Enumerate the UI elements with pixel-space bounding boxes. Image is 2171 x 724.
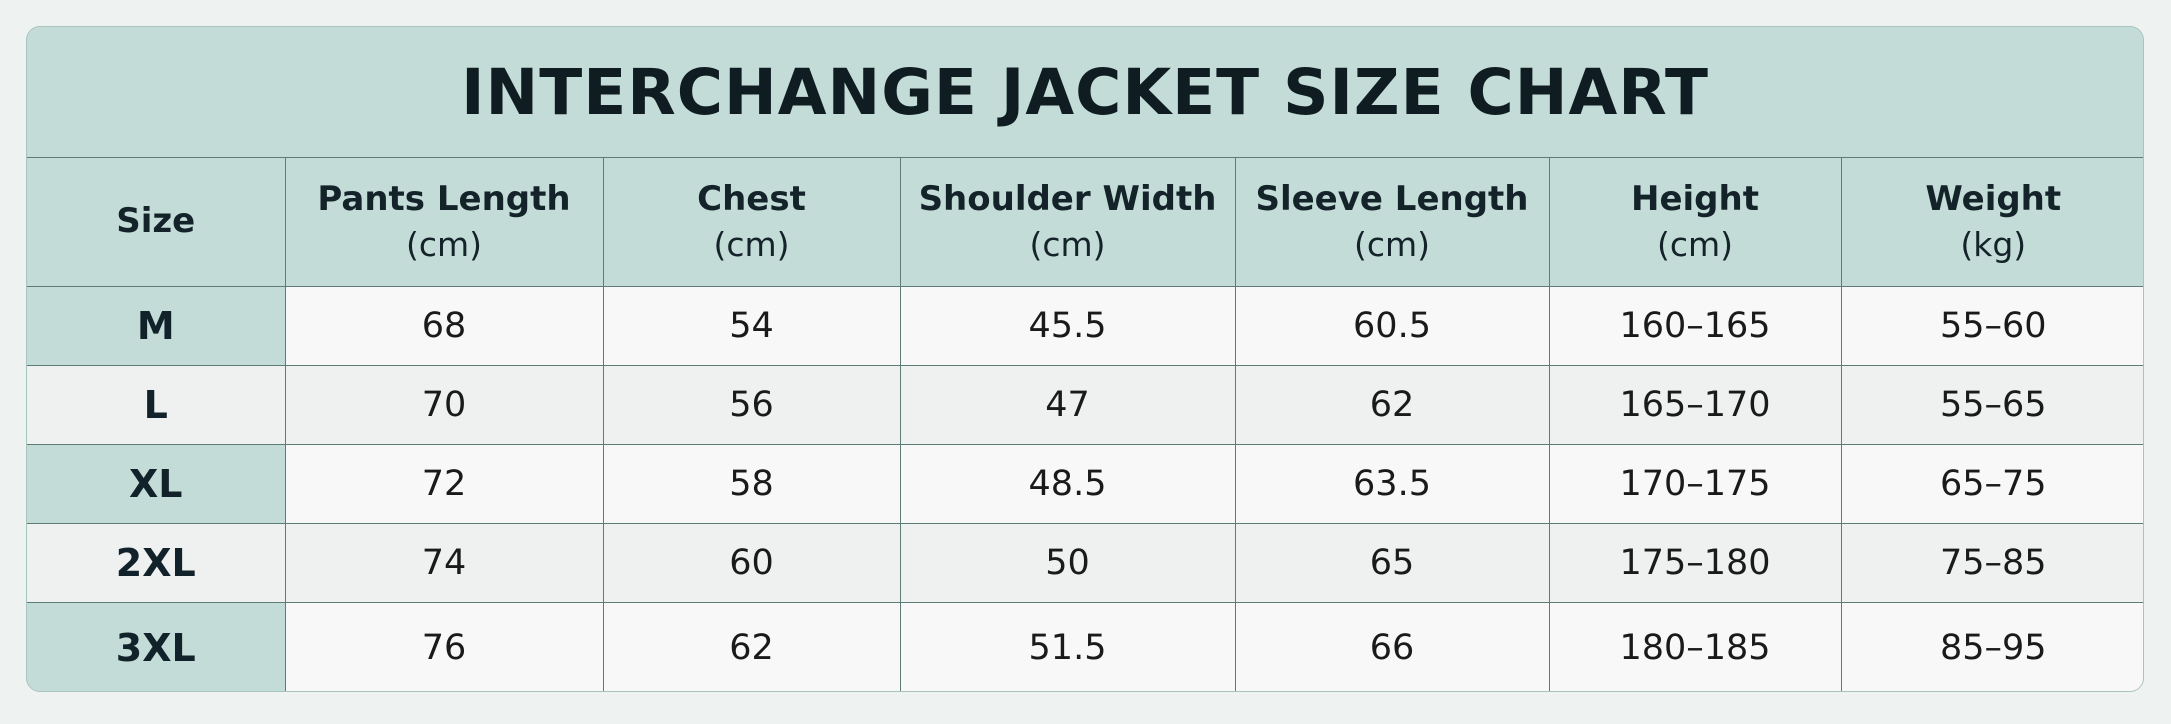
height-cell: 175–180: [1548, 523, 1842, 603]
sleeve-length-cell: 62: [1234, 365, 1550, 445]
size-cell: M: [27, 286, 286, 366]
column-header-unit: (cm): [1353, 224, 1431, 264]
sleeve-length-cell: 60.5: [1234, 286, 1550, 366]
column-header-unit: (cm): [1029, 224, 1106, 264]
weight-cell: 55–60: [1840, 286, 2143, 366]
shoulder-width-cell: 48.5: [899, 444, 1236, 524]
height-cell: 160–165: [1548, 286, 1842, 366]
column-header-size: Size: [27, 157, 286, 287]
height-cell: 180–185: [1548, 602, 1842, 691]
column-header-height: Height (cm): [1548, 157, 1842, 287]
chest-cell: 56: [602, 365, 901, 445]
height-cell: 170–175: [1548, 444, 1842, 524]
table-row: 3XL 76 62 51.5 66 180–185 85–95: [27, 602, 2143, 691]
sleeve-length-cell: 66: [1234, 602, 1550, 691]
chest-cell: 54: [602, 286, 901, 366]
size-cell: L: [27, 365, 286, 445]
column-header-unit: (cm): [405, 224, 483, 264]
shoulder-width-cell: 45.5: [899, 286, 1236, 366]
pants-length-cell: 74: [284, 523, 604, 603]
pants-length-cell: 72: [284, 444, 604, 524]
size-chart-card: INTERCHANGE JACKET SIZE CHART Size Pants…: [26, 26, 2144, 692]
sleeve-length-cell: 65: [1234, 523, 1550, 603]
table-row: XL 72 58 48.5 63.5 170–175 65–75: [27, 444, 2143, 524]
column-header-shoulder-width: Shoulder Width (cm): [899, 157, 1236, 287]
column-header-label: Weight: [1925, 178, 2062, 219]
column-header-chest: Chest (cm): [602, 157, 901, 287]
chest-cell: 58: [602, 444, 901, 524]
size-cell: 3XL: [27, 602, 286, 691]
column-header-label: Size: [116, 201, 196, 242]
title-bar: INTERCHANGE JACKET SIZE CHART: [27, 27, 2143, 157]
table-row: M 68 54 45.5 60.5 160–165 55–60: [27, 286, 2143, 366]
pants-length-cell: 76: [284, 602, 604, 691]
column-header-label: Height: [1631, 178, 1759, 219]
column-header-label: Chest: [697, 178, 806, 219]
weight-cell: 55–65: [1840, 365, 2143, 445]
column-header-label: Sleeve Length: [1255, 178, 1529, 219]
chart-title: INTERCHANGE JACKET SIZE CHART: [461, 55, 1709, 129]
column-header-unit: (cm): [713, 224, 790, 264]
shoulder-width-cell: 47: [899, 365, 1236, 445]
chest-cell: 60: [602, 523, 901, 603]
table-row: L 70 56 47 62 165–170 55–65: [27, 365, 2143, 445]
weight-cell: 75–85: [1840, 523, 2143, 603]
column-header-unit: (cm): [1656, 224, 1734, 264]
column-header-label: Shoulder Width: [918, 178, 1217, 219]
weight-cell: 65–75: [1840, 444, 2143, 524]
size-cell: XL: [27, 444, 286, 524]
column-header-pants-length: Pants Length (cm): [284, 157, 604, 287]
column-header-sleeve-length: Sleeve Length (cm): [1234, 157, 1550, 287]
header-row: Size Pants Length (cm) Chest (cm) Should…: [27, 157, 2143, 287]
size-table: Size Pants Length (cm) Chest (cm) Should…: [27, 157, 2143, 691]
pants-length-cell: 70: [284, 365, 604, 445]
chest-cell: 62: [602, 602, 901, 691]
size-cell: 2XL: [27, 523, 286, 603]
pants-length-cell: 68: [284, 286, 604, 366]
weight-cell: 85–95: [1840, 602, 2143, 691]
column-header-weight: Weight (kg): [1840, 157, 2143, 287]
table-row: 2XL 74 60 50 65 175–180 75–85: [27, 523, 2143, 603]
height-cell: 165–170: [1548, 365, 1842, 445]
column-header-label: Pants Length: [317, 178, 571, 219]
shoulder-width-cell: 51.5: [899, 602, 1236, 691]
column-header-unit: (kg): [1960, 224, 2027, 264]
sleeve-length-cell: 63.5: [1234, 444, 1550, 524]
shoulder-width-cell: 50: [899, 523, 1236, 603]
